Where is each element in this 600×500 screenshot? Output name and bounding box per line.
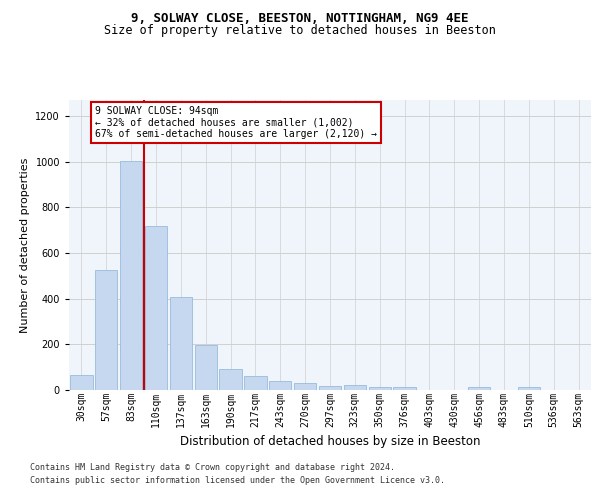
Text: 9 SOLWAY CLOSE: 94sqm
← 32% of detached houses are smaller (1,002)
67% of semi-d: 9 SOLWAY CLOSE: 94sqm ← 32% of detached … xyxy=(95,106,377,139)
Bar xyxy=(170,297,192,390)
Y-axis label: Number of detached properties: Number of detached properties xyxy=(20,158,30,332)
Bar xyxy=(244,376,266,390)
Bar xyxy=(319,386,341,390)
Bar xyxy=(344,386,366,390)
Bar xyxy=(220,370,242,390)
Bar xyxy=(294,382,316,390)
Bar xyxy=(368,386,391,390)
Bar xyxy=(394,388,416,390)
Text: 9, SOLWAY CLOSE, BEESTON, NOTTINGHAM, NG9 4EE: 9, SOLWAY CLOSE, BEESTON, NOTTINGHAM, NG… xyxy=(131,12,469,26)
Bar xyxy=(95,270,118,390)
Bar xyxy=(269,381,292,390)
Bar xyxy=(145,226,167,390)
Text: Size of property relative to detached houses in Beeston: Size of property relative to detached ho… xyxy=(104,24,496,37)
Bar xyxy=(194,345,217,390)
Text: Contains public sector information licensed under the Open Government Licence v3: Contains public sector information licen… xyxy=(30,476,445,485)
Bar xyxy=(518,388,540,390)
Text: Contains HM Land Registry data © Crown copyright and database right 2024.: Contains HM Land Registry data © Crown c… xyxy=(30,462,395,471)
Bar xyxy=(120,161,142,390)
Bar xyxy=(468,387,490,390)
X-axis label: Distribution of detached houses by size in Beeston: Distribution of detached houses by size … xyxy=(180,435,480,448)
Bar xyxy=(70,374,92,390)
